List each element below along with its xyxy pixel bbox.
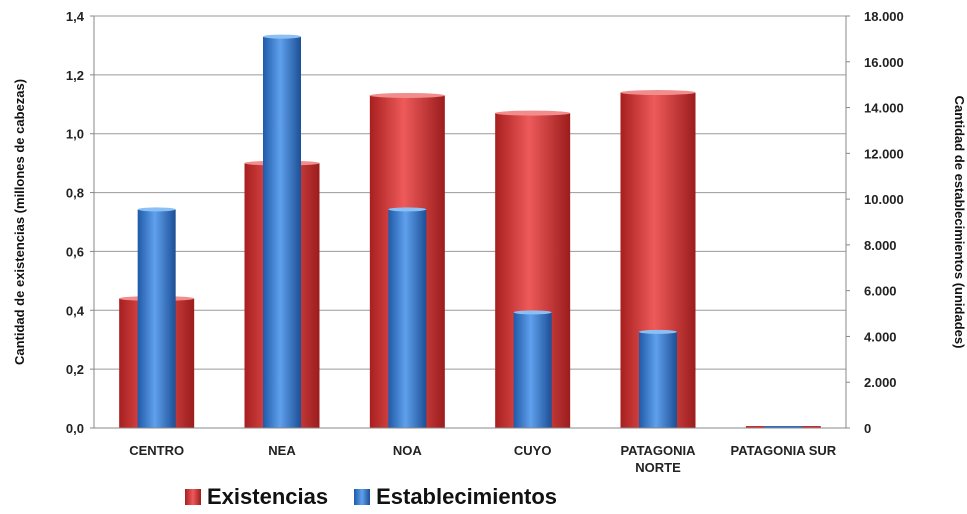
bar-cap-establecimientos [639,329,677,334]
bar-establecimientos [137,209,176,428]
bar-cap-existencias [620,90,696,96]
gridlines [94,15,846,429]
category-label: CENTRO [129,443,184,458]
left-tick-label: 0,8 [66,186,84,201]
bar-cap-existencias [369,92,445,98]
left-tick-label: 0,4 [66,303,85,318]
legend-swatch-establecimientos [354,489,371,505]
left-tick-label: 0,0 [66,421,84,436]
bar-cap-establecimientos [263,34,301,39]
legend-swatch-existencias [185,489,201,505]
legend-item-existencias: Existencias [185,484,328,510]
bar-establecimientos [639,331,677,428]
bar-cap-establecimientos [513,310,552,315]
legend: Existencias Establecimientos [185,484,557,510]
right-tick-label: 10.000 [864,192,904,207]
left-tick-label: 0,2 [66,362,84,377]
right-tick-label: 6.000 [864,284,897,299]
right-tick-label: 14.000 [864,101,904,116]
bar-establecimientos [388,209,427,428]
right-tick-label: 8.000 [864,238,897,253]
bar-cap-establecimientos [388,207,427,212]
left-axis-title: Cantidad de existencias (millones de cab… [12,79,27,365]
dual-axis-bar-chart: 0,0 0,2 0,4 0,6 0,8 1,0 1,2 1,4 0 2.000 4.000 6.000… [12,9,967,475]
axes [93,16,847,429]
left-tick-label: 1,4 [66,9,85,24]
category-label: CUYO [514,443,552,458]
bar-cap-establecimientos [137,207,176,212]
category-label: PATAGONIA SUR [730,443,836,458]
right-tick-label: 18.000 [864,9,904,24]
legend-label-existencias: Existencias [207,484,329,509]
bar-establecimientos [513,312,552,428]
left-tick-label: 0,6 [66,244,84,259]
category-label: PATAGONIA NORTE [620,443,696,475]
right-tick-label: 2.000 [864,375,897,390]
legend-item-establecimientos: Establecimientos [354,484,557,510]
left-tick-label: 1,0 [66,127,84,142]
category-label: NEA [268,443,296,458]
category-label: NOA [393,443,423,458]
bar-cap-existencias [495,110,571,116]
legend-label-establecimientos: Establecimientos [376,484,558,509]
right-tick-label: 0 [864,421,871,436]
right-tick-label: 12.000 [864,146,904,161]
tick-labels: 0,0 0,2 0,4 0,6 0,8 1,0 1,2 1,4 0 2.000 4.000 6.000… [66,9,904,475]
right-tick-label: 4.000 [864,329,897,344]
bar-establecimientos [263,36,301,428]
bars [119,34,821,428]
left-tick-label: 1,2 [66,68,84,83]
right-axis-title: Cantidad de establecimientos (unidades) [952,96,967,349]
right-tick-label: 16.000 [864,55,904,70]
